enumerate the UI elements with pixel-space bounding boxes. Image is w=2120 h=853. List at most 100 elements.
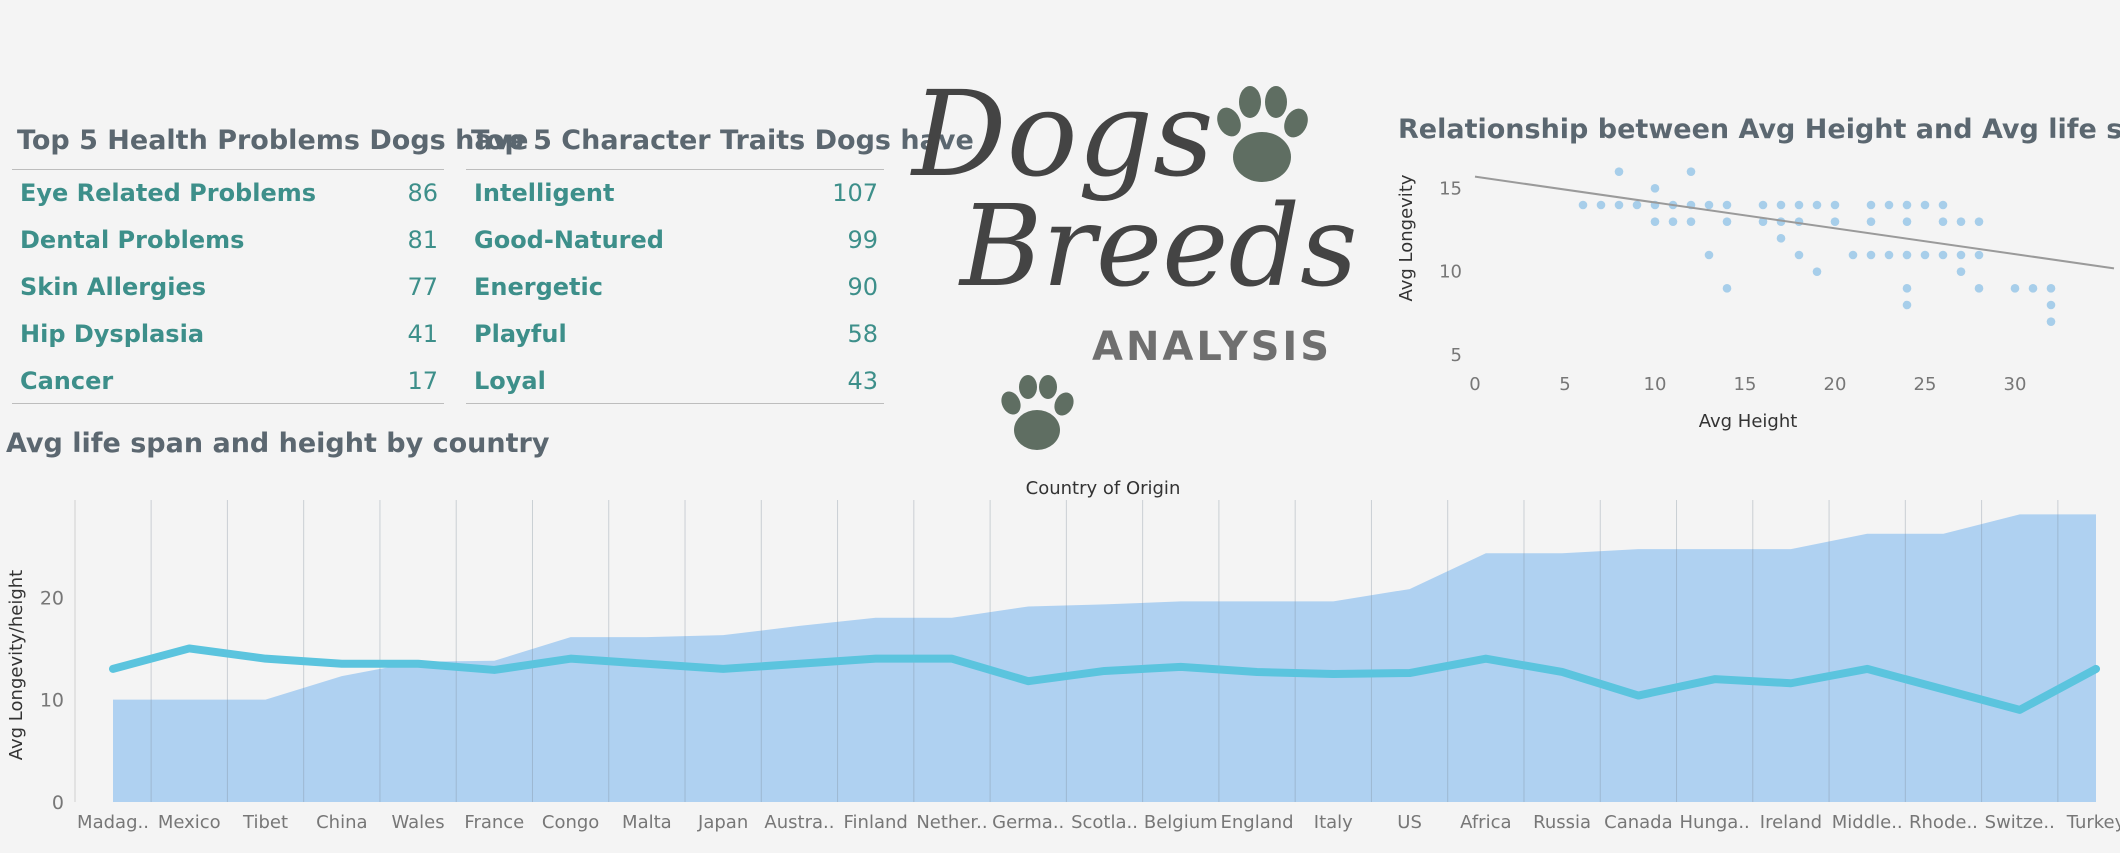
trait-count: 99 <box>847 226 878 254</box>
paw-print-icon <box>1217 86 1308 182</box>
trait-row[interactable]: Playful 58 <box>466 312 884 358</box>
paw-print-icon <box>1001 375 1074 450</box>
scatter-point <box>1956 267 1966 276</box>
logo-word-analysis: ANALYSIS <box>1092 324 1332 370</box>
scatter-point <box>1794 200 1804 210</box>
trait-row[interactable]: Loyal 43 <box>466 359 884 405</box>
scatter-x-tick-label: 15 <box>1734 374 1757 395</box>
trait-label: Intelligent <box>474 179 615 207</box>
scatter-x-tick-label: 0 <box>1469 374 1480 395</box>
health-row[interactable]: Skin Allergies 77 <box>12 265 444 311</box>
scatter-point <box>1920 200 1930 210</box>
country-x-tick-label: Mexico <box>158 812 221 833</box>
health-label: Skin Allergies <box>20 273 207 301</box>
scatter-point <box>1722 200 1732 210</box>
scatter-point <box>1578 200 1588 210</box>
health-row[interactable]: Dental Problems 81 <box>12 218 444 264</box>
scatter-point <box>2046 284 2056 293</box>
scatter-point <box>1686 167 1696 176</box>
country-x-tick-label: Finland <box>844 812 908 833</box>
trait-label: Energetic <box>474 273 603 301</box>
country-x-tick-label: US <box>1397 812 1422 833</box>
scatter-point <box>1794 250 1804 260</box>
scatter-point <box>1902 284 1912 293</box>
scatter-point <box>1686 217 1696 226</box>
scatter-x-tick-label: 25 <box>1914 374 1937 395</box>
scatter-y-axis-label: Avg Longevity <box>1396 174 1417 301</box>
avg-longevity-line <box>109 644 2100 714</box>
scatter-point <box>1614 200 1624 210</box>
country-x-tick-label: Nether.. <box>916 812 987 833</box>
scatter-point <box>1650 184 1660 193</box>
health-header-rule <box>12 169 444 170</box>
country-lifespan-height-chart: Country of Origin Avg Longevity/height 0… <box>6 478 2120 833</box>
scatter-point <box>1866 200 1876 210</box>
scatter-point <box>1812 267 1822 276</box>
country-x-tick-label: Canada <box>1604 812 1673 833</box>
scatter-point <box>2046 300 2056 310</box>
health-row[interactable]: Cancer 17 <box>12 359 444 405</box>
trait-row[interactable]: Energetic 90 <box>466 265 884 311</box>
country-y-tick-label: 0 <box>52 792 64 814</box>
health-row[interactable]: Eye Related Problems 86 <box>12 171 444 217</box>
health-label: Cancer <box>20 367 114 395</box>
logo-word-breeds: Breeds <box>958 182 1358 312</box>
health-count: 77 <box>407 273 438 301</box>
country-x-tick-label: Turkey <box>2066 812 2120 833</box>
scatter-x-tick-label: 10 <box>1644 374 1667 395</box>
health-label: Eye Related Problems <box>20 179 317 207</box>
scatter-point <box>1884 200 1894 210</box>
scatter-trend-line <box>1474 175 2115 270</box>
trait-count: 58 <box>847 320 878 348</box>
country-x-tick-label: Scotla.. <box>1071 812 1138 833</box>
trait-row[interactable]: Intelligent 107 <box>466 171 884 217</box>
country-x-tick-label: Hunga.. <box>1680 812 1750 833</box>
traits-panel-title: Top 5 Character Traits Dogs have <box>471 125 974 156</box>
country-x-tick-label: Japan <box>697 812 748 833</box>
health-row[interactable]: Hip Dysplasia 41 <box>12 312 444 358</box>
scatter-point <box>1632 200 1642 210</box>
scatter-point <box>1920 250 1930 260</box>
scatter-point <box>1668 217 1678 226</box>
health-label: Dental Problems <box>20 226 245 254</box>
country-x-tick-label: Congo <box>542 812 599 833</box>
health-list: Eye Related Problems 86 Dental Problems 81… <box>12 171 444 403</box>
country-x-tick-label: Rhode.. <box>1909 812 1978 833</box>
scatter-x-axis-label: Avg Height <box>1699 411 1798 432</box>
scatter-y-tick-label: 15 <box>1439 178 1462 199</box>
avg-height-area <box>113 514 2096 802</box>
country-x-tick-label: Wales <box>392 812 445 833</box>
scatter-point <box>1938 200 1948 210</box>
scatter-point <box>1974 250 1984 260</box>
trait-row[interactable]: Good-Natured 99 <box>466 218 884 264</box>
country-x-tick-label: Malta <box>622 812 672 833</box>
trait-label: Good-Natured <box>474 226 664 254</box>
country-x-tick-label: Italy <box>1314 812 1353 833</box>
scatter-point <box>1776 200 1786 210</box>
health-label: Hip Dysplasia <box>20 320 205 348</box>
scatter-point <box>1848 250 1858 260</box>
country-x-tick-label: Ireland <box>1760 812 1822 833</box>
scatter-y-tick-label: 10 <box>1439 262 1462 283</box>
traits-header-rule <box>466 169 884 170</box>
scatter-point <box>1758 200 1768 210</box>
traits-list: Intelligent 107 Good-Natured 99 Energetic 9… <box>466 171 884 403</box>
country-x-tick-label: Russia <box>1533 812 1591 833</box>
scatter-title: Relationship between Avg Height and Avg … <box>1398 114 2120 145</box>
scatter-point <box>1794 217 1804 226</box>
country-chart-title: Avg life span and height by country <box>6 428 550 459</box>
scatter-point <box>1776 234 1786 243</box>
country-x-tick-label: Austra.. <box>764 812 834 833</box>
scatter-point <box>1938 217 1948 226</box>
scatter-x-tick-label: 5 <box>1559 374 1570 395</box>
scatter-point <box>1902 200 1912 210</box>
trait-label: Loyal <box>474 367 546 395</box>
scatter-point <box>1704 200 1714 210</box>
scatter-point <box>1956 250 1966 260</box>
country-x-tick-label: England <box>1220 812 1293 833</box>
scatter-point <box>2028 284 2038 293</box>
scatter-point <box>1650 217 1660 226</box>
trait-count: 43 <box>847 367 878 395</box>
scatter-point <box>1902 217 1912 226</box>
country-x-axis-title: Country of Origin <box>1026 478 1181 499</box>
